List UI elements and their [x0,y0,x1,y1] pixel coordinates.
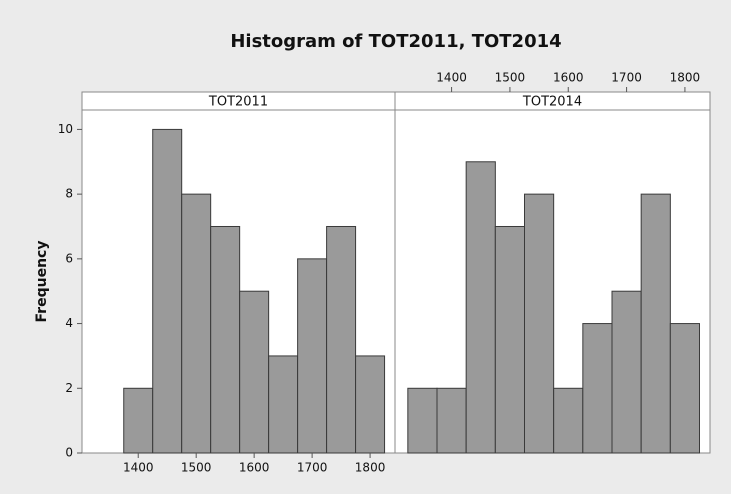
x-tick-label: 1600 [553,71,584,85]
chart-title: Histogram of TOT2011, TOT2014 [230,31,561,52]
bar [239,290,270,454]
x-tick-label: 1700 [297,461,328,475]
x-tick-label: 1500 [495,71,526,85]
bar [553,387,584,454]
x-tick-label: 1800 [355,461,386,475]
panel-title: TOT2011 [208,95,268,110]
bar [355,355,386,454]
bar [268,355,299,454]
x-tick-label: 1400 [436,71,467,85]
x-tick-label: 1800 [670,71,701,85]
y-tick-label: 4 [65,316,73,330]
bar [611,290,642,454]
y-tick-label: 2 [65,381,73,395]
bar [123,387,154,454]
bar [326,225,357,454]
y-tick-label: 0 [65,446,73,460]
panel-title: TOT2014 [522,95,582,110]
panel-strip [394,91,711,111]
bar [210,225,241,454]
y-tick-label: 10 [58,122,73,136]
bar [407,387,438,454]
x-tick-label: 1400 [123,461,154,475]
x-tick-label: 1700 [611,71,642,85]
bar [640,193,671,454]
x-tick-label: 1600 [239,461,270,475]
x-tick-label: 1500 [181,461,212,475]
bar [494,225,526,454]
bar [465,161,496,454]
y-tick-label: 8 [65,187,73,201]
bar [436,387,467,454]
bar [297,258,328,454]
bar [152,128,183,454]
y-tick-label: 6 [65,251,73,265]
bar [669,323,700,454]
y-axis-label: Frequency [34,241,50,323]
bar [181,193,212,454]
bar [582,323,613,454]
bar [524,193,555,454]
